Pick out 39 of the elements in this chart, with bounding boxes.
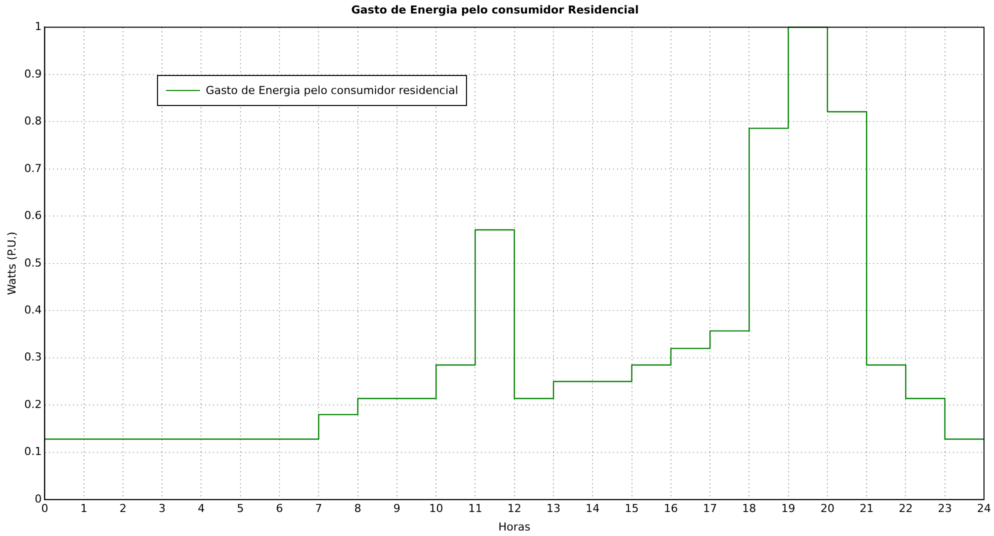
x-tick-label: 5 bbox=[236, 502, 244, 516]
x-tick-label: 13 bbox=[546, 502, 560, 516]
y-tick-label: 0.4 bbox=[24, 304, 42, 316]
x-tick-label: 3 bbox=[158, 502, 166, 516]
y-tick-label: 0.2 bbox=[24, 398, 42, 411]
y-tick-label: 0.5 bbox=[24, 256, 42, 270]
y-tick-label: 0.3 bbox=[24, 350, 42, 364]
x-tick-label: 16 bbox=[664, 502, 678, 516]
x-tick-label: 11 bbox=[468, 502, 482, 516]
x-tick-label: 18 bbox=[742, 502, 756, 516]
x-tick-label: 19 bbox=[781, 502, 796, 516]
y-tick-label: 0 bbox=[34, 492, 42, 506]
chart-title: Gasto de Energia pelo consumidor Residencial bbox=[351, 3, 639, 16]
x-tick-label: 15 bbox=[624, 502, 639, 516]
x-tick-label: 6 bbox=[276, 502, 284, 516]
y-axis-title: Watts (P.U.) bbox=[5, 232, 18, 296]
x-tick-label: 4 bbox=[198, 502, 205, 516]
y-tick-label: 0.9 bbox=[24, 67, 42, 80]
x-tick-label: 23 bbox=[938, 502, 952, 516]
x-tick-label: 14 bbox=[586, 502, 600, 516]
x-tick-label: 10 bbox=[429, 502, 444, 516]
x-tick-label: 24 bbox=[977, 502, 991, 516]
x-tick-label: 9 bbox=[393, 502, 400, 516]
x-tick-label: 8 bbox=[354, 502, 362, 516]
y-tick-label: 0.1 bbox=[24, 445, 42, 458]
x-tick-label: 20 bbox=[820, 502, 834, 516]
x-tick-label: 2 bbox=[119, 502, 126, 516]
y-tick-label: 0.6 bbox=[24, 209, 42, 222]
x-tick-label: 21 bbox=[860, 502, 874, 516]
legend-label: Gasto de Energia pelo consumidor residencial bbox=[206, 84, 458, 98]
x-tick-label: 22 bbox=[898, 502, 913, 516]
y-tick-label: 0.8 bbox=[24, 114, 42, 128]
x-tick-label: 1 bbox=[80, 502, 88, 516]
y-tick-label: 0.7 bbox=[24, 162, 42, 175]
y-tick-label: 1 bbox=[34, 20, 42, 34]
x-tick-label: 7 bbox=[315, 502, 322, 516]
x-axis-title: Horas bbox=[498, 520, 531, 534]
x-tick-label: 12 bbox=[507, 502, 522, 516]
x-tick-label: 17 bbox=[703, 502, 718, 516]
